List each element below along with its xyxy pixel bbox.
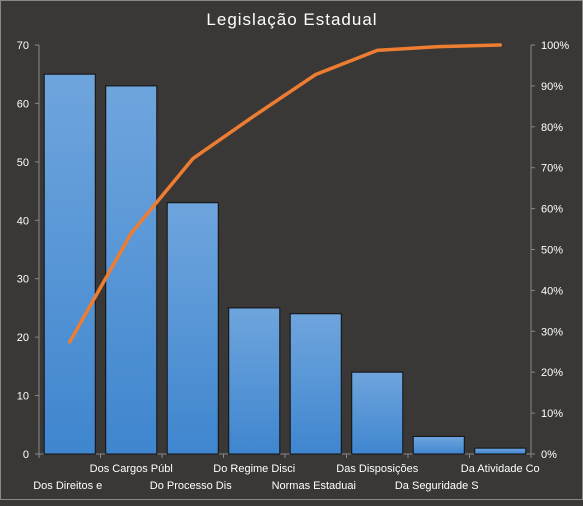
x-category-label: Normas Estaduai (272, 480, 356, 492)
y-tick-label: 40 (17, 215, 29, 227)
y-tick-label: 60 (17, 98, 29, 110)
x-category-label: Da Atividade Co (461, 463, 540, 475)
y2-tick-label: 90% (541, 81, 563, 93)
y2-tick-label: 40% (541, 285, 563, 297)
x-category-label: Das Disposições (336, 463, 418, 475)
y-tick-label: 20 (17, 332, 29, 344)
y2-tick-label: 80% (541, 122, 563, 134)
y2-tick-label: 60% (541, 204, 563, 216)
bar-2 (105, 85, 158, 455)
bar-3 (166, 202, 219, 455)
x-category-label: Do Regime Disci (213, 463, 295, 475)
chart-title: Legislação Estadual (206, 10, 377, 29)
cumulative-point-4 (252, 114, 256, 118)
cumulative-line (68, 43, 502, 344)
y2-tick-label: 50% (541, 245, 563, 257)
cumulative-point-6 (375, 48, 379, 52)
cumulative-point-7 (437, 45, 441, 49)
y-tick-label: 30 (17, 274, 29, 286)
x-category-label: Dos Direitos e (33, 480, 102, 492)
cumulative-point-8 (498, 43, 502, 47)
y-tick-label: 50 (17, 157, 29, 169)
bars (43, 73, 527, 455)
cumulative-point-5 (314, 72, 318, 76)
cumulative-point-2 (129, 231, 133, 235)
y-tick-label: 0 (23, 449, 29, 461)
bar-4 (228, 307, 281, 455)
y-tick-label: 70 (17, 40, 29, 52)
bar-1 (43, 73, 96, 455)
bar-8 (474, 447, 527, 455)
x-category-label: Da Seguridade S (395, 480, 479, 492)
y-tick-label: 10 (17, 391, 29, 403)
labels: 0 10 20 30 40 50 60 70 0% 10% 20% 30% 40% 50% 60% 70% 80… (17, 40, 570, 492)
cumulative-line-layer (68, 43, 502, 344)
y2-tick-label: 0% (541, 449, 557, 461)
x-category-label: Do Processo Dis (150, 480, 232, 492)
y2-tick-label: 10% (541, 408, 563, 420)
cumulative-point-3 (191, 157, 195, 161)
cumulative-point-1 (68, 340, 72, 344)
x-category-label: Dos Cargos Públ (90, 463, 173, 475)
y2-tick-label: 70% (541, 163, 563, 175)
bar-6 (351, 371, 404, 455)
bar-7 (412, 435, 465, 455)
y2-tick-label: 30% (541, 326, 563, 338)
y2-tick-label: 100% (541, 40, 569, 52)
y2-tick-label: 20% (541, 367, 563, 379)
bar-5 (289, 313, 342, 455)
